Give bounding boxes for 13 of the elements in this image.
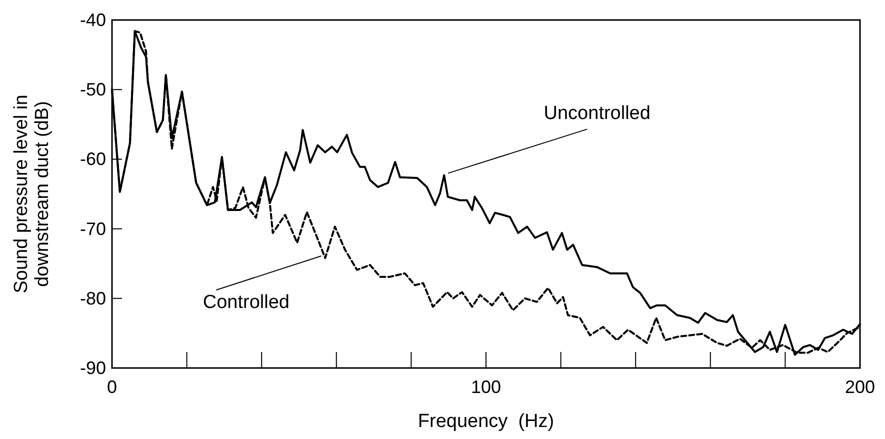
annotation: Controlled [202, 292, 290, 314]
annotation: Uncontrolled [544, 103, 650, 124]
y-tick-label: -70 [80, 218, 106, 239]
x-tick-label: 0 [106, 377, 118, 397]
y-axis-title: Sound pressure level in downstream duct (dB) [11, 94, 53, 294]
y-tick-label: -60 [80, 149, 106, 170]
x-axis-title: Frequency (Hz) [418, 411, 554, 432]
y-tick-label: -80 [80, 288, 106, 308]
y-tick-label: -40 [80, 10, 106, 30]
x-tick-label: 200 [844, 377, 876, 397]
y-tick-label: -90 [80, 358, 106, 378]
x-tick-label: 100 [470, 377, 502, 397]
y-tick-label: -50 [80, 80, 106, 100]
